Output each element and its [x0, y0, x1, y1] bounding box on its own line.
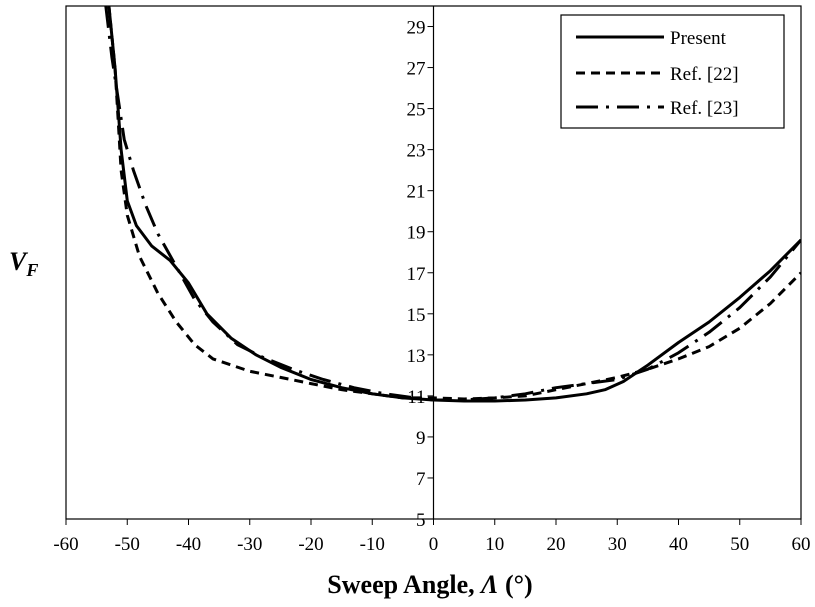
y-tick-label: 11 — [407, 387, 425, 408]
y-tick-label: 15 — [407, 305, 426, 326]
x-tick-label: 30 — [608, 534, 627, 555]
x-tick-label: -10 — [360, 534, 385, 555]
x-axis-title: Sweep Angle, Λ (°) — [327, 570, 532, 599]
x-tick-label: 0 — [429, 534, 439, 555]
series-line-3 — [104, 6, 801, 402]
legend-label-2: Ref. [22] — [670, 64, 739, 85]
x-tick-label: 20 — [547, 534, 566, 555]
y-tick-label: 13 — [407, 346, 426, 367]
y-tick-label: 25 — [407, 100, 426, 121]
legend-label-3: Ref. [23] — [670, 98, 739, 119]
legend-label-1: Present — [670, 28, 727, 49]
series-layer — [104, 6, 801, 403]
x-tick-label: -50 — [115, 534, 140, 555]
y-tick-label: 17 — [407, 264, 426, 285]
series-line-2 — [107, 6, 801, 401]
x-tick-label: 60 — [792, 534, 811, 555]
y-tick-label: 5 — [416, 510, 426, 531]
x-tick-label: 10 — [485, 534, 504, 555]
legend: Present Ref. [22] Ref. [23] — [560, 14, 785, 129]
y-tick-label: 27 — [407, 59, 426, 80]
x-tick-label: -60 — [53, 534, 78, 555]
y-tick-label: 7 — [416, 469, 426, 490]
y-tick-label: 29 — [407, 18, 426, 39]
axis-layer: -60 -50 -40 -30 -20 -10 0 10 20 30 40 50 60 5 7 9 11 13 15… — [53, 6, 811, 555]
x-tick-label: -20 — [298, 534, 323, 555]
y-axis-title: VF — [9, 247, 38, 280]
y-tick-label: 23 — [407, 141, 426, 162]
x-tick-label: 40 — [669, 534, 688, 555]
y-tick-label: 21 — [407, 182, 426, 203]
x-tick-label: -40 — [176, 534, 201, 555]
y-tick-label: 19 — [407, 223, 426, 244]
y-tick-label: 9 — [416, 428, 426, 449]
x-tick-label: -30 — [237, 534, 262, 555]
x-tick-label: 50 — [730, 534, 749, 555]
